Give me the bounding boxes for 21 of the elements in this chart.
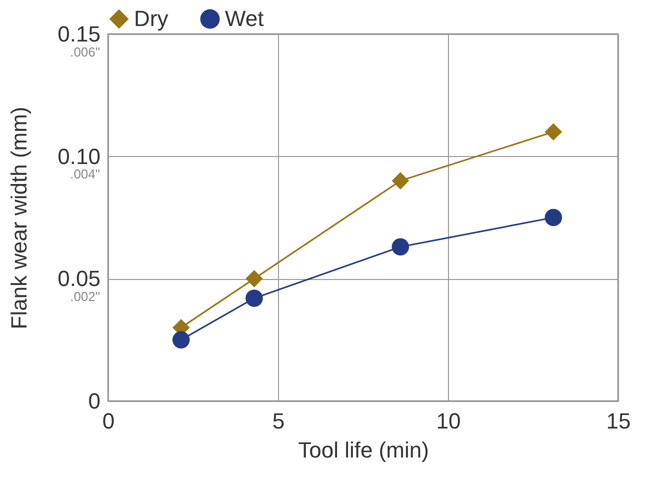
point: [544, 123, 562, 141]
point: [392, 238, 410, 256]
point: [544, 208, 562, 226]
legend-label: Wet: [225, 6, 264, 31]
y-axis-title: Flank wear width (mm): [6, 106, 32, 330]
x-tick-label: 10: [436, 408, 461, 434]
legend-label: Dry: [134, 6, 168, 31]
y2-tick-label: .002": [70, 289, 100, 304]
y-tick-label: 0.10: [58, 144, 100, 169]
y-tick-label: 0: [88, 388, 100, 414]
y-tick-label: 0.15: [58, 22, 100, 46]
x-tick-label: 5: [272, 408, 285, 434]
y2-tick-label: .006": [70, 44, 100, 60]
x-axis-title: Tool life (min): [298, 438, 429, 462]
point: [392, 172, 410, 190]
point: [246, 290, 263, 307]
point: [246, 270, 263, 288]
y-tick-label: 0.05: [58, 266, 100, 292]
x-tick-label: 15: [606, 408, 631, 434]
point: [172, 331, 190, 348]
y2-tick-label: .004": [70, 166, 100, 182]
